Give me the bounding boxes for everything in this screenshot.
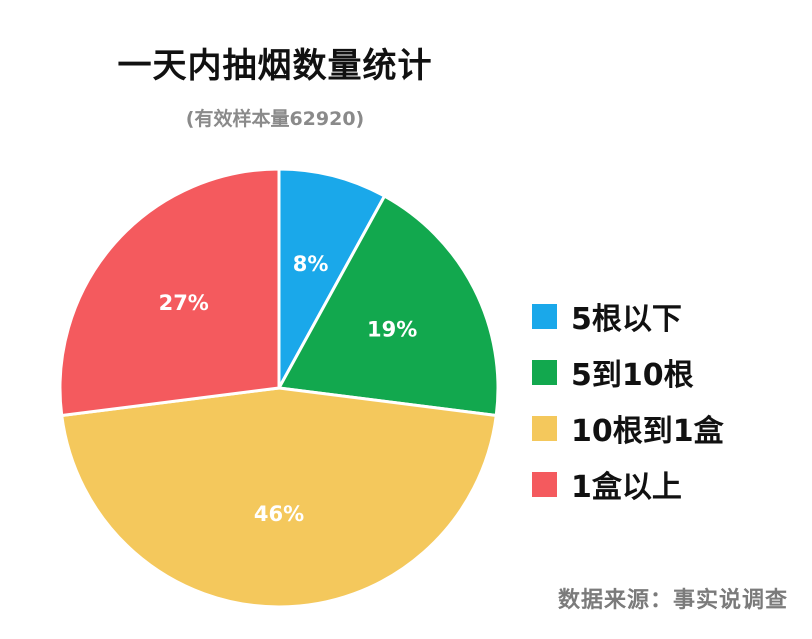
legend-label: 10根到1盒: [571, 414, 724, 449]
legend-swatch: [532, 415, 557, 441]
pie-slice: [277, 167, 386, 390]
slice-label: 27%: [159, 291, 209, 315]
legend-item: 1盒以上: [532, 456, 724, 512]
chart-title: 一天内抽烟数量统计: [117, 46, 433, 86]
legend: 5根以下 5到10根 10根到1盒 1盒以上: [532, 288, 724, 512]
legend-swatch: [532, 359, 557, 385]
pie-slice: [277, 194, 500, 417]
legend-swatch: [532, 303, 557, 329]
legend-label: 5到10根: [571, 358, 694, 393]
slice-label: 8%: [293, 252, 329, 276]
legend-item: 5到10根: [532, 344, 724, 400]
pie-slice: [60, 386, 498, 609]
pie-slice: [58, 167, 281, 417]
slice-label: 19%: [367, 317, 417, 341]
legend-item: 5根以下: [532, 288, 724, 344]
legend-label: 1盒以上: [571, 470, 682, 505]
legend-item: 10根到1盒: [532, 400, 724, 456]
legend-label: 5根以下: [571, 302, 682, 337]
legend-swatch: [532, 471, 557, 497]
data-source: 数据来源：事实说调查: [557, 588, 788, 613]
slice-label: 46%: [254, 502, 304, 526]
chart-subtitle: (有效样本量62920): [185, 108, 365, 130]
